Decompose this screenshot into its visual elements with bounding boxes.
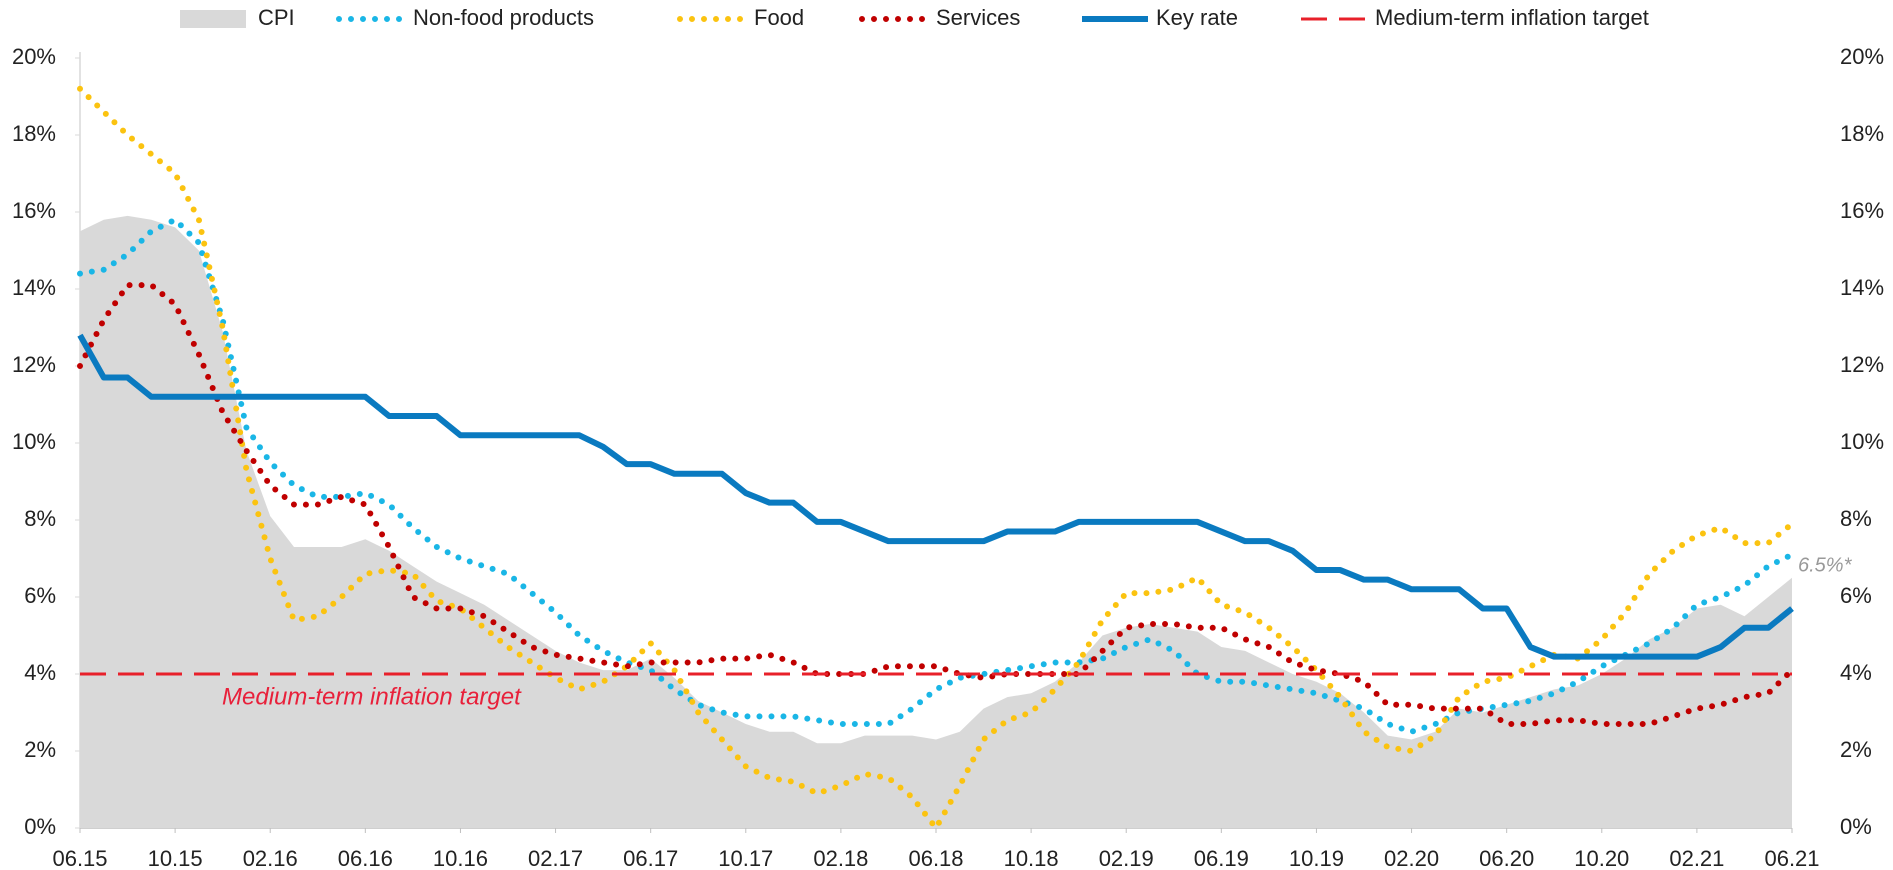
dotted-line — [77, 216, 1795, 735]
x-tick-label: 10.20 — [1574, 846, 1629, 870]
x-tick-label: 02.20 — [1384, 846, 1439, 870]
y-tick-label: 0% — [24, 814, 56, 839]
x-tick-label: 06.21 — [1764, 846, 1819, 870]
x-tick-label: 10.15 — [148, 846, 203, 870]
dotted-line — [77, 282, 1795, 728]
x-tick-label: 10.16 — [433, 846, 488, 870]
x-tick-label: 02.21 — [1669, 846, 1724, 870]
x-tick-label: 06.15 — [52, 846, 107, 870]
y2-tick-label: 16% — [1840, 198, 1884, 223]
x-tick-label: 06.17 — [623, 846, 678, 870]
y-tick-label: 16% — [12, 198, 56, 223]
legend-swatch — [180, 10, 246, 28]
y2-tick-label: 20% — [1840, 44, 1884, 69]
y2-tick-label: 2% — [1840, 737, 1872, 762]
y-tick-label: 14% — [12, 275, 56, 300]
x-tick-label: 02.17 — [528, 846, 583, 870]
y2-tick-label: 8% — [1840, 506, 1872, 531]
y-tick-label: 6% — [24, 583, 56, 608]
cpi-annotation: 6.5%* — [1798, 554, 1853, 576]
y2-tick-label: 12% — [1840, 352, 1884, 377]
legend-label: Food — [754, 5, 804, 30]
y-tick-label: 18% — [12, 121, 56, 146]
x-tick-label: 02.19 — [1099, 846, 1154, 870]
y2-tick-label: 18% — [1840, 121, 1884, 146]
y2-tick-label: 6% — [1840, 583, 1872, 608]
x-tick-label: 06.19 — [1194, 846, 1249, 870]
y2-tick-label: 14% — [1840, 275, 1884, 300]
x-tick-label: 10.18 — [1004, 846, 1059, 870]
y2-tick-label: 10% — [1840, 429, 1884, 454]
legend-label: CPI — [258, 5, 295, 30]
x-tick-label: 06.20 — [1479, 846, 1534, 870]
y-tick-label: 4% — [24, 660, 56, 685]
y-tick-label: 10% — [12, 429, 56, 454]
x-tick-label: 06.18 — [908, 846, 963, 870]
y-tick-label: 20% — [12, 44, 56, 69]
legend-label: Services — [936, 5, 1020, 30]
y-tick-label: 8% — [24, 506, 56, 531]
y2-tick-label: 4% — [1840, 660, 1872, 685]
x-tick-label: 10.19 — [1289, 846, 1344, 870]
y-tick-label: 2% — [24, 737, 56, 762]
x-tick-label: 06.16 — [338, 846, 393, 870]
legend-label: Key rate — [1156, 5, 1238, 30]
x-tick-label: 02.16 — [243, 846, 298, 870]
legend-label: Medium-term inflation target — [1375, 5, 1649, 30]
x-tick-label: 10.17 — [718, 846, 773, 870]
y-tick-label: 12% — [12, 352, 56, 377]
x-tick-label: 02.18 — [813, 846, 868, 870]
y2-tick-label: 0% — [1840, 814, 1872, 839]
key-rate-line — [77, 333, 1794, 660]
target-annotation: Medium-term inflation target — [222, 683, 522, 710]
cpi-area — [80, 215, 1792, 829]
legend-label: Non-food products — [413, 5, 594, 30]
